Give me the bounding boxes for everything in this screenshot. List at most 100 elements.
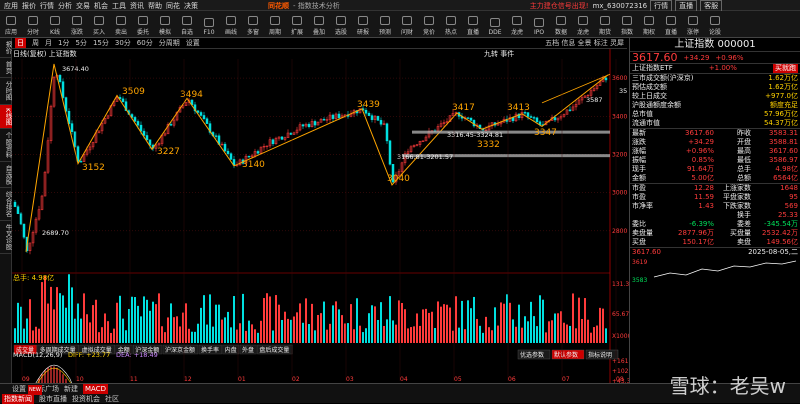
menu-item[interactable]: 同花 bbox=[166, 2, 180, 10]
toolbar-button[interactable]: 预测 bbox=[374, 11, 396, 38]
macd-tab[interactable] bbox=[517, 349, 551, 360]
menu-item[interactable]: 工具 bbox=[112, 2, 126, 10]
event-buttons[interactable]: 九转 事件 bbox=[484, 49, 514, 58]
toolbar-button[interactable]: 周期 bbox=[264, 11, 286, 38]
quote-value: 3586.97 bbox=[769, 156, 798, 164]
toolbar-button[interactable]: 模拟 bbox=[154, 11, 176, 38]
menu-item[interactable]: 行情 bbox=[40, 2, 54, 10]
toolbar-button[interactable]: 直播 bbox=[462, 11, 484, 38]
sub-tab[interactable] bbox=[13, 344, 37, 355]
volume-bar bbox=[308, 324, 310, 343]
toolbar-button[interactable]: K线 bbox=[44, 11, 66, 38]
left-nav-item[interactable]: 分时图 bbox=[0, 78, 12, 105]
stat-row: 较上日成交 +977.0亿 bbox=[630, 92, 800, 101]
period-item[interactable]: 15分 bbox=[92, 39, 109, 47]
sub-tab[interactable] bbox=[198, 344, 222, 355]
toolbar-button[interactable]: 期货 bbox=[594, 11, 616, 38]
toolbar-button[interactable]: 龙虎 bbox=[572, 11, 594, 38]
bottom-tab[interactable]: 股市直播 bbox=[39, 395, 67, 403]
bottom-tab[interactable]: 指数新闻 bbox=[2, 394, 34, 404]
toolbar-button[interactable]: 选股 bbox=[330, 11, 352, 38]
toolbar-button[interactable]: 问财 bbox=[396, 11, 418, 38]
sub-tab[interactable] bbox=[79, 344, 116, 355]
toolbar-button[interactable]: 论股 bbox=[704, 11, 726, 38]
left-nav-item[interactable]: 首页 bbox=[0, 58, 12, 78]
toolbar-button[interactable]: IPO bbox=[528, 11, 550, 38]
etf-name[interactable]: 上证指数ETF bbox=[632, 64, 673, 72]
sub-tab[interactable] bbox=[132, 344, 163, 355]
menu-item[interactable]: 报价 bbox=[22, 2, 36, 10]
bottom-tab[interactable]: 指标广场 bbox=[31, 385, 59, 393]
toolbar-button[interactable]: 自选 bbox=[176, 11, 198, 38]
period-item[interactable]: 设置 bbox=[185, 39, 200, 47]
toolbar-button[interactable]: 涨跌 bbox=[66, 11, 88, 38]
toolbar-button[interactable]: 直播 bbox=[660, 11, 682, 38]
bottom-tab[interactable]: 投资机会 bbox=[72, 395, 100, 403]
period-item[interactable]: 1分 bbox=[58, 39, 70, 47]
macd-tab[interactable] bbox=[585, 349, 619, 360]
left-nav-item[interactable]: 个股资料 bbox=[0, 129, 12, 162]
toolbar-button[interactable]: 应用 bbox=[0, 11, 22, 38]
period-item[interactable]: 分周期 bbox=[158, 39, 180, 47]
bottom-tab[interactable]: MACD bbox=[83, 384, 108, 394]
left-nav-item[interactable]: 牛叉诊股 bbox=[0, 221, 12, 255]
chart-tools[interactable]: 五档 信息 全景 标注 灵犀 bbox=[545, 39, 624, 47]
toolbar-button[interactable]: 期权 bbox=[638, 11, 660, 38]
toolbar-icon bbox=[336, 16, 346, 25]
left-nav-item[interactable]: 自选股 bbox=[0, 162, 12, 189]
left-nav-item[interactable]: 报价 bbox=[0, 38, 12, 58]
candle-body bbox=[85, 149, 89, 155]
toolbar-button[interactable]: 竞价 bbox=[418, 11, 440, 38]
menu-item[interactable]: 应用 bbox=[4, 2, 18, 10]
toolbar-button[interactable]: 指数 bbox=[616, 11, 638, 38]
toolbar-button[interactable]: 画线 bbox=[220, 11, 242, 38]
toolbar-button[interactable]: F10 bbox=[198, 11, 220, 38]
sub-tab[interactable] bbox=[257, 344, 293, 355]
toolbar-button[interactable]: 分时 bbox=[22, 11, 44, 38]
volume-bar bbox=[398, 300, 400, 343]
period-item[interactable]: 日 bbox=[15, 38, 26, 48]
menu-item[interactable]: 资讯 bbox=[130, 2, 144, 10]
menu-item[interactable]: 帮助 bbox=[148, 2, 162, 10]
period-item[interactable]: 周 bbox=[32, 39, 39, 47]
kline-chart[interactable]: 日线(复权) 上证指数 九转 事件 2800 3000 3200 3400 3600 3674… bbox=[12, 49, 629, 383]
bottom-tab[interactable]: 新建 bbox=[64, 385, 78, 393]
sub-tab[interactable] bbox=[239, 344, 257, 355]
toolbar-button[interactable]: 委托 bbox=[132, 11, 154, 38]
period-item[interactable]: 30分 bbox=[114, 39, 131, 47]
toolbar-button[interactable]: 数据 bbox=[550, 11, 572, 38]
y-tick: 2800 bbox=[612, 228, 627, 235]
toolbar-button[interactable]: 研报 bbox=[352, 11, 374, 38]
toolbar-button[interactable]: 买入 bbox=[88, 11, 110, 38]
sub-tab[interactable] bbox=[37, 344, 80, 355]
period-item[interactable]: 月 bbox=[45, 39, 52, 47]
bottom-tab[interactable]: 社区 bbox=[105, 395, 119, 403]
left-nav-item[interactable]: K线图 bbox=[0, 104, 12, 129]
sub-tab[interactable] bbox=[115, 344, 133, 355]
candle-body bbox=[571, 106, 575, 111]
left-nav-item[interactable]: 综合排名 bbox=[0, 188, 12, 222]
toolbar-button[interactable]: 叠加 bbox=[308, 11, 330, 38]
period-item[interactable]: 60分 bbox=[136, 39, 153, 47]
toolbar-button[interactable]: 热点 bbox=[440, 11, 462, 38]
etf-buy-button[interactable]: 买就跑 bbox=[773, 64, 798, 73]
notice-link[interactable]: 主力建仓信号出现! bbox=[529, 2, 589, 10]
sub-tab[interactable] bbox=[162, 344, 199, 355]
menu-item[interactable]: 分析 bbox=[58, 2, 72, 10]
quote-label: 卖盘量 bbox=[632, 229, 653, 237]
bottom-tab[interactable]: 设置 bbox=[12, 385, 26, 393]
toolbar-button[interactable]: 涨停 bbox=[682, 11, 704, 38]
sub-tab[interactable] bbox=[222, 344, 240, 355]
macd-tab[interactable] bbox=[551, 349, 585, 360]
menu-item[interactable]: 机会 bbox=[94, 2, 108, 10]
toolbar-icon bbox=[534, 18, 544, 27]
toolbar-button[interactable]: DDE bbox=[484, 11, 506, 38]
toolbar-button[interactable]: 多窗 bbox=[242, 11, 264, 38]
menu-item[interactable]: 交易 bbox=[76, 2, 90, 10]
period-item[interactable]: 5分 bbox=[75, 39, 87, 47]
toolbar-button[interactable]: 卖出 bbox=[110, 11, 132, 38]
toolbar-button[interactable]: 龙虎 bbox=[506, 11, 528, 38]
candle-body bbox=[271, 139, 275, 145]
menu-item[interactable]: 决策 bbox=[184, 2, 198, 10]
toolbar-button[interactable]: 扩展 bbox=[286, 11, 308, 38]
